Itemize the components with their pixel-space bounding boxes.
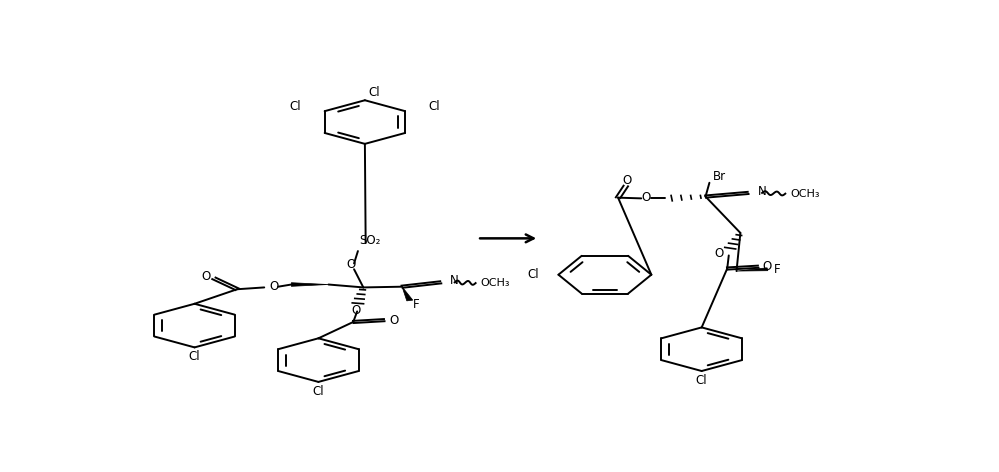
Text: F: F xyxy=(773,263,780,276)
Text: F: F xyxy=(413,298,420,311)
Text: O: O xyxy=(202,270,211,283)
Text: O: O xyxy=(715,247,724,260)
Text: O: O xyxy=(347,258,356,271)
Text: Cl: Cl xyxy=(290,100,302,113)
Text: N: N xyxy=(450,274,459,287)
Text: Cl: Cl xyxy=(189,350,201,363)
Text: SO₂: SO₂ xyxy=(360,234,381,247)
Text: O: O xyxy=(622,175,632,187)
Polygon shape xyxy=(292,283,329,287)
Text: OCH₃: OCH₃ xyxy=(790,189,819,199)
Text: Cl: Cl xyxy=(696,374,707,387)
Text: O: O xyxy=(269,280,278,293)
Text: Br: Br xyxy=(713,170,726,183)
Text: O: O xyxy=(763,260,772,273)
Polygon shape xyxy=(402,287,413,301)
Polygon shape xyxy=(736,268,768,271)
Text: O: O xyxy=(351,304,361,317)
Text: Cl: Cl xyxy=(313,385,325,397)
Text: OCH₃: OCH₃ xyxy=(481,278,509,288)
Text: Cl: Cl xyxy=(429,100,440,113)
Text: O: O xyxy=(389,313,399,327)
Text: O: O xyxy=(641,191,650,204)
Text: N: N xyxy=(757,185,766,198)
Text: Cl: Cl xyxy=(527,268,539,281)
Text: Cl: Cl xyxy=(368,86,380,99)
